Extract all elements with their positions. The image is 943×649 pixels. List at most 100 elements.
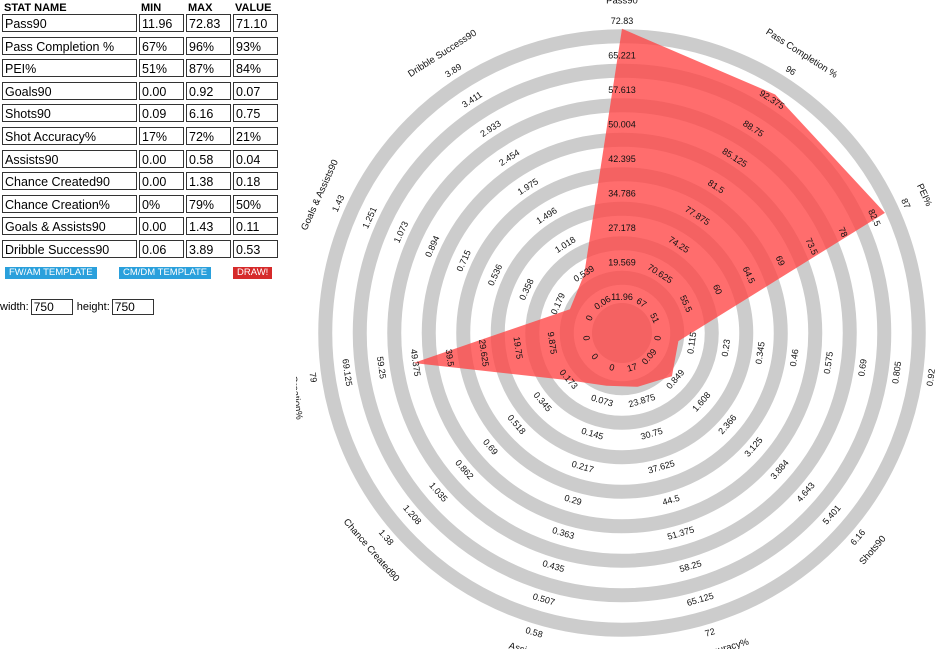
table-cell: 0.09 <box>139 104 184 127</box>
tick-label: 9.875 <box>546 331 559 355</box>
table-cell: 84% <box>233 59 278 82</box>
table-row: Assists90 0.00 0.58 0.04 <box>2 149 278 173</box>
table-cell: Pass Completion % <box>2 36 137 60</box>
width-input[interactable] <box>30 299 73 316</box>
stat-value-input[interactable]: 21% <box>233 126 278 145</box>
table-cell: Chance Created90 <box>2 172 137 195</box>
table-row: Shot Accuracy% 17% 72% 21% <box>2 126 278 150</box>
table-cell: Assists90 <box>2 149 137 173</box>
stat-name-input[interactable]: Goals90 <box>2 81 137 100</box>
stat-value-input[interactable]: 50% <box>233 194 278 213</box>
stats-table-body: Pass90 11.96 72.83 71.10 Pass Completion % 67… <box>2 14 278 263</box>
stat-min-input[interactable]: 17% <box>139 126 184 145</box>
stat-max-input[interactable]: 72% <box>186 126 231 145</box>
stat-value-input[interactable]: 0.11 <box>233 217 278 236</box>
stat-max-input[interactable]: 1.38 <box>186 172 231 191</box>
table-row: Pass90 11.96 72.83 71.10 <box>2 14 278 37</box>
stat-value-input[interactable]: 0.18 <box>233 172 278 191</box>
stat-min-input[interactable]: 0% <box>139 194 184 213</box>
tick-label: 0.46 <box>788 348 800 367</box>
table-cell: 0.00 <box>139 172 184 195</box>
tick-label: 59.25 <box>375 356 388 380</box>
table-cell: 0% <box>139 194 184 218</box>
radar-data-area <box>413 28 885 387</box>
tick-label: 19.75 <box>512 336 525 360</box>
stat-max-input[interactable]: 3.89 <box>186 239 231 258</box>
header-max: MAX <box>188 2 213 14</box>
tick-label: 0.345 <box>754 341 767 365</box>
table-row: Pass Completion % 67% 96% 93% <box>2 36 278 60</box>
draw-button[interactable]: DRAW! <box>233 267 273 279</box>
tick-label: 19.569 <box>608 258 636 268</box>
stat-min-input[interactable]: 67% <box>139 36 184 55</box>
tick-label: 69.125 <box>340 358 354 387</box>
tick-label: 0.575 <box>822 351 835 375</box>
table-cell: Shot Accuracy% <box>2 126 137 150</box>
axis-label: Pass90 <box>606 0 638 7</box>
tick-label: 65.221 <box>608 51 636 61</box>
tick-label: 0.69 <box>856 358 868 377</box>
stat-name-input[interactable]: Pass Completion % <box>2 36 137 55</box>
stat-name-input[interactable]: Chance Creation% <box>2 194 137 213</box>
tick-label: 0 <box>589 351 600 361</box>
stat-name-input[interactable]: Chance Created90 <box>2 172 137 191</box>
stat-value-input[interactable]: 71.10 <box>233 14 278 32</box>
tick-label: 11.96 <box>611 292 633 302</box>
table-cell: 21% <box>233 126 278 150</box>
stat-value-input[interactable]: 84% <box>233 59 278 78</box>
stat-name-input[interactable]: Pass90 <box>2 14 137 32</box>
stat-min-input[interactable]: 0.06 <box>139 239 184 258</box>
stats-table: STAT NAME MIN MAX VALUE Pass90 11.96 72.83… <box>0 0 280 263</box>
fw-am-template-button[interactable]: FW/AM TEMPLATE <box>5 267 97 279</box>
stat-max-input[interactable]: 6.16 <box>186 104 231 123</box>
stat-max-input[interactable]: 0.58 <box>186 149 231 168</box>
radar-chart: 11.96 19.569 27.178 34.786 42.395 50.004 57.61… <box>296 0 937 649</box>
stat-name-input[interactable]: Dribble Success90 <box>2 239 137 258</box>
stat-max-input[interactable]: 1.43 <box>186 217 231 236</box>
table-cell: 0.18 <box>233 172 278 195</box>
stat-min-input[interactable]: 0.09 <box>139 104 184 123</box>
stat-value-input[interactable]: 93% <box>233 36 278 55</box>
width-label: width: <box>0 301 29 314</box>
tick-label: 72 <box>704 626 716 638</box>
table-cell: Dribble Success90 <box>2 239 137 263</box>
stat-value-input[interactable]: 0.04 <box>233 149 278 168</box>
tick-label: 39.5 <box>444 348 456 367</box>
stat-min-input[interactable]: 0.00 <box>139 172 184 191</box>
stat-min-input[interactable]: 51% <box>139 59 184 78</box>
stat-max-input[interactable]: 72.83 <box>186 14 231 32</box>
table-row: Goals90 0.00 0.92 0.07 <box>2 81 278 105</box>
table-cell: 72% <box>186 126 231 150</box>
tick-label: 67 <box>635 296 649 310</box>
height-input[interactable] <box>111 299 154 316</box>
table-row: Dribble Success90 0.06 3.89 0.53 <box>2 239 278 263</box>
stat-min-input[interactable]: 11.96 <box>139 14 184 32</box>
stat-max-input[interactable]: 87% <box>186 59 231 78</box>
stat-name-input[interactable]: Shot Accuracy% <box>2 126 137 145</box>
stat-name-input[interactable]: Goals & Assists90 <box>2 217 137 236</box>
stat-max-input[interactable]: 0.92 <box>186 81 231 100</box>
stat-name-input[interactable]: PEI% <box>2 59 137 78</box>
stat-max-input[interactable]: 96% <box>186 36 231 55</box>
cm-dm-template-button[interactable]: CM/DM TEMPLATE <box>119 267 212 279</box>
tick-label: 58.25 <box>678 558 702 574</box>
stat-name-input[interactable]: Assists90 <box>2 149 137 168</box>
table-cell: Chance Creation% <box>2 194 137 218</box>
tick-label: 51 <box>648 311 661 324</box>
stat-min-input[interactable]: 0.00 <box>139 149 184 168</box>
tick-label: 0.92 <box>925 368 937 387</box>
tick-label: 34.786 <box>608 189 636 199</box>
stat-name-input[interactable]: Shots90 <box>2 104 137 123</box>
axis-label: Goals & Assists90 <box>299 158 341 232</box>
stat-value-input[interactable]: 0.07 <box>233 81 278 100</box>
stat-min-input[interactable]: 0.00 <box>139 217 184 236</box>
table-cell: 0.07 <box>233 81 278 105</box>
stat-min-input[interactable]: 0.00 <box>139 81 184 100</box>
tick-label: 30.75 <box>639 426 663 442</box>
table-cell: 0.11 <box>233 217 278 240</box>
stat-max-input[interactable]: 79% <box>186 194 231 213</box>
table-cell: 0.06 <box>139 239 184 263</box>
stat-value-input[interactable]: 0.53 <box>233 239 278 258</box>
tick-label: 0.363 <box>551 525 575 541</box>
stat-value-input[interactable]: 0.75 <box>233 104 278 123</box>
